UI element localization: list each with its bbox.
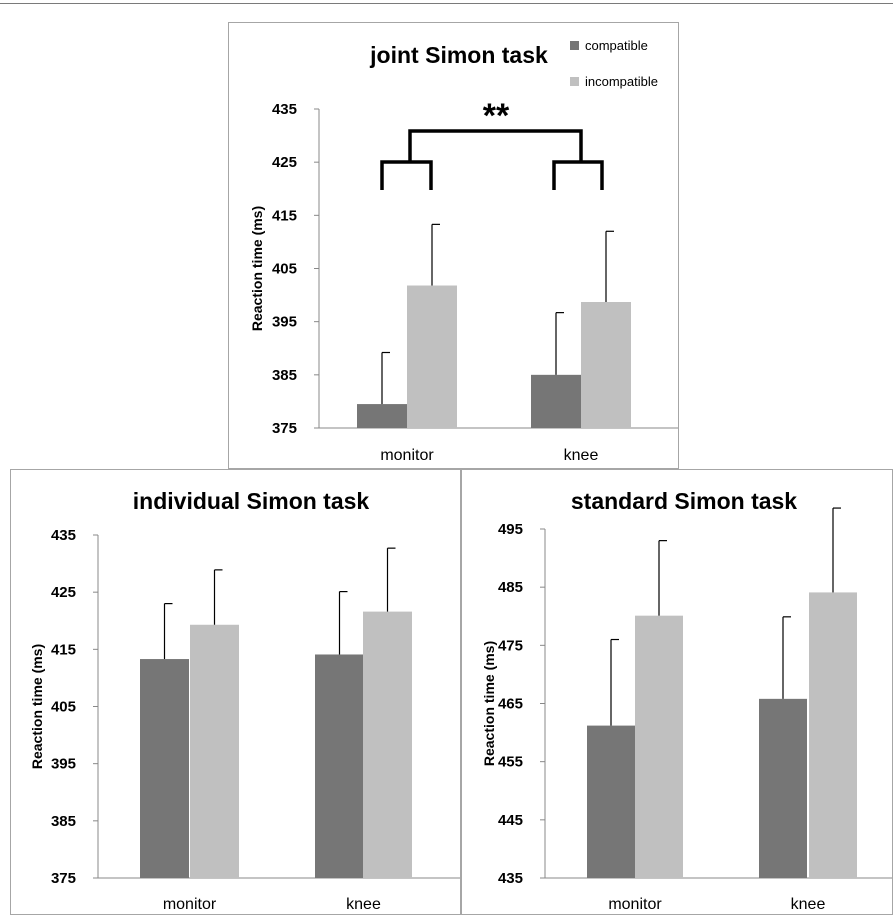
y-tick-label: 435 <box>272 101 297 118</box>
y-axis-label: Reaction time (ms) <box>249 206 265 331</box>
bar-compatible-knee <box>315 654 364 878</box>
x-category-label: knee <box>346 896 381 913</box>
significance-bracket-top <box>408 129 583 162</box>
joint-simon-task-chart: joint Simon task 375 385 395 405 415 425 435 Rea… <box>228 22 679 469</box>
y-tick-label: 415 <box>272 207 297 224</box>
chart-title: standard Simon task <box>571 488 797 514</box>
legend-swatch-incompatible <box>570 77 579 86</box>
y-tick-label: 375 <box>51 870 76 887</box>
y-tick-label: 475 <box>498 637 523 654</box>
y-tick-label: 375 <box>272 420 297 437</box>
y-tick-label: 395 <box>272 314 297 331</box>
significance-bracket-knee <box>552 160 604 190</box>
y-tick-label: 405 <box>51 699 76 716</box>
bar-incompatible-monitor <box>407 285 457 428</box>
y-axis-label: Reaction time (ms) <box>29 644 45 769</box>
joint-simon-task-plot: joint Simon task 375 385 395 405 415 425 435 Rea… <box>249 38 678 464</box>
individual-simon-task-chart: individual Simon task 375 385 395 405 415 425 4… <box>10 469 461 915</box>
significance-marker: ** <box>483 97 510 135</box>
y-tick-label: 495 <box>498 521 523 538</box>
bar-incompatible-knee <box>809 592 857 878</box>
y-tick-label: 435 <box>51 527 76 544</box>
y-tick-label: 435 <box>498 870 523 887</box>
y-tick-label: 395 <box>51 756 76 773</box>
y-tick-label: 425 <box>51 584 76 601</box>
standard-simon-task-chart: standard Simon task 435 445 455 465 475 485 495… <box>461 469 893 915</box>
x-category-label: monitor <box>163 896 217 913</box>
bar-incompatible-knee <box>363 611 412 878</box>
legend-label-incompatible: incompatible <box>585 74 658 89</box>
y-tick-label: 465 <box>498 696 523 713</box>
y-tick-label: 425 <box>272 154 297 171</box>
legend-swatch-compatible <box>570 41 579 50</box>
y-axis-label: Reaction time (ms) <box>481 641 497 766</box>
top-divider <box>0 3 893 4</box>
bar-compatible-knee <box>531 374 581 428</box>
x-category-label: knee <box>791 896 826 913</box>
significance-bracket-monitor <box>380 160 433 190</box>
y-tick-label: 385 <box>272 367 297 384</box>
chart-title: individual Simon task <box>133 488 370 514</box>
bar-compatible-knee <box>759 698 807 878</box>
y-tick-label: 405 <box>272 261 297 278</box>
x-category-label: knee <box>564 447 599 464</box>
y-tick-label: 485 <box>498 579 523 596</box>
chart-title: joint Simon task <box>369 42 548 68</box>
legend-label-compatible: compatible <box>585 38 648 53</box>
standard-simon-task-plot: standard Simon task 435 445 455 465 475 485 495… <box>481 488 892 913</box>
bar-compatible-monitor <box>140 659 189 878</box>
x-category-label: monitor <box>380 447 434 464</box>
y-tick-label: 445 <box>498 812 523 829</box>
y-tick-label: 385 <box>51 813 76 830</box>
x-category-label: monitor <box>608 896 662 913</box>
bar-compatible-monitor <box>587 725 635 878</box>
bar-incompatible-monitor <box>190 624 239 878</box>
bar-compatible-monitor <box>357 404 407 428</box>
y-tick-label: 455 <box>498 754 523 771</box>
bar-incompatible-monitor <box>635 615 683 878</box>
y-tick-label: 415 <box>51 641 76 658</box>
individual-simon-task-plot: individual Simon task 375 385 395 405 415 425 4… <box>29 488 460 913</box>
bar-incompatible-knee <box>581 301 631 428</box>
